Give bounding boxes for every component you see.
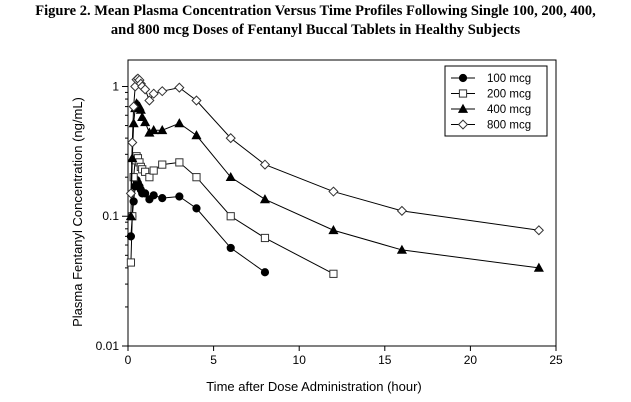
data-point: [157, 125, 168, 135]
chart-title-line-2: and 800 mcg Doses of Fentanyl Buccal Tab…: [110, 22, 521, 38]
data-point: [175, 158, 184, 167]
data-point: [128, 101, 139, 112]
x-axis-label: Time after Dose Administration (hour): [206, 379, 422, 394]
data-point: [148, 88, 159, 99]
data-point: [149, 191, 158, 200]
data-point: [396, 244, 407, 254]
data-point: [145, 173, 154, 182]
legend-marker: [457, 119, 469, 130]
data-point: [126, 232, 136, 241]
data-point: [141, 167, 150, 176]
data-point: [140, 117, 151, 127]
data-point: [174, 118, 185, 128]
data-point: [125, 188, 137, 199]
legend-label: 100 mcg: [487, 73, 531, 85]
y-tick-label: 0.1: [102, 209, 119, 223]
data-point: [149, 166, 158, 175]
data-point: [158, 193, 167, 203]
data-point: [140, 84, 151, 95]
x-tick-label: 20: [464, 353, 478, 367]
data-point: [157, 86, 168, 97]
data-point: [128, 118, 139, 128]
y-tick-label: 0.01: [96, 339, 120, 353]
data-point: [260, 233, 270, 243]
legend: 100 mcg 200 mcg 400 mcg 800 mcg: [444, 65, 548, 137]
data-point: [192, 173, 201, 182]
data-point: [144, 95, 155, 106]
y-axis-label: Plasma Fentanyl Concentration (ng/mL): [70, 97, 85, 327]
data-point: [174, 82, 185, 93]
data-point: [259, 194, 271, 204]
x-tick-label: 5: [210, 353, 217, 367]
data-point: [129, 197, 138, 206]
plot-frame: [127, 59, 557, 347]
data-point: [226, 212, 235, 221]
series-100-mcg: [126, 175, 270, 277]
x-tick-label: 15: [378, 353, 392, 367]
data-point: [141, 189, 150, 198]
data-point: [533, 262, 544, 272]
legend-marker: [458, 73, 468, 83]
data-point: [175, 192, 184, 201]
data-point: [191, 95, 202, 106]
data-point: [226, 243, 235, 253]
legend-label: 800 mcg: [487, 120, 531, 132]
data-point: [191, 130, 202, 140]
data-point: [225, 171, 236, 182]
series-800-mcg: [125, 73, 544, 236]
legend-marker: [458, 89, 468, 98]
data-point: [329, 269, 338, 278]
legend-marker: [457, 103, 469, 113]
x-tick-label: 10: [293, 353, 307, 367]
chart-title-line-1: Figure 2. Mean Plasma Concentration Vers…: [35, 3, 596, 19]
x-tick-label: 25: [549, 353, 563, 367]
data-point: [148, 125, 159, 135]
data-point: [127, 137, 138, 148]
axes: 0 5 10 15 20 25 0.01 0.1 1: [96, 59, 563, 367]
data-point: [225, 133, 236, 144]
data-point: [328, 186, 339, 197]
y-tick-label: 1: [112, 79, 119, 93]
chart-title: Figure 2. Mean Plasma Concentration Vers…: [0, 2, 631, 40]
data-point: [129, 173, 138, 182]
legend-label: 400 mcg: [487, 104, 531, 116]
legend-label: 200 mcg: [487, 89, 531, 101]
data-point: [192, 204, 201, 213]
data-point: [158, 160, 167, 169]
data-point: [125, 211, 136, 221]
data-point: [259, 159, 271, 170]
data-point: [135, 104, 146, 114]
data-point: [328, 225, 339, 235]
x-tick-label: 0: [125, 353, 132, 367]
series-200-mcg: [126, 152, 338, 278]
data-point: [260, 268, 270, 277]
data-point: [533, 225, 544, 236]
data-point: [396, 205, 408, 216]
data-point: [126, 258, 136, 267]
plot-area: [125, 73, 544, 278]
